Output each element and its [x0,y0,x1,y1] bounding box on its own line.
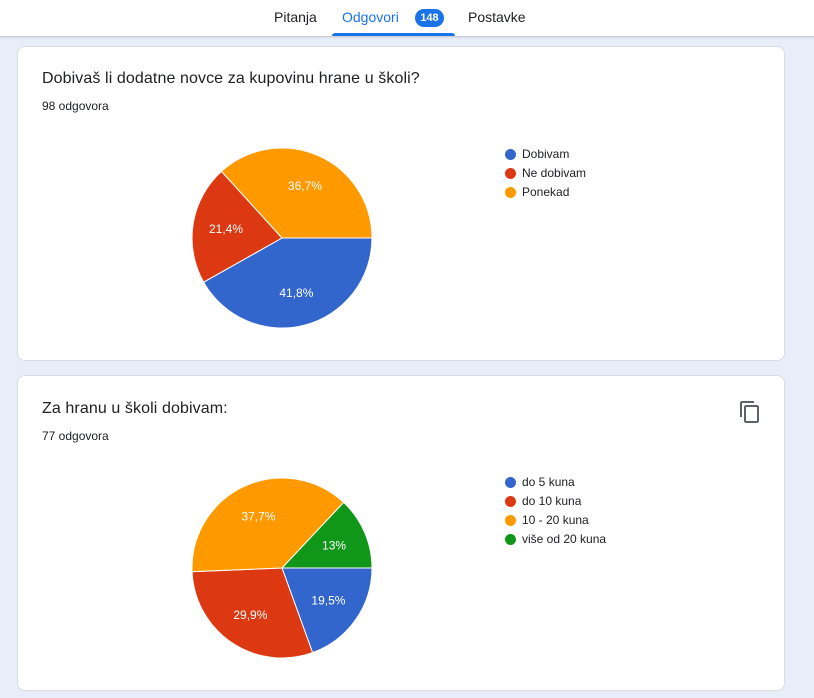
legend-label: Ne dobivam [522,166,587,180]
legend-label: Dobivam [522,147,570,161]
pie-slice [202,237,373,329]
response-count: 98 odgovora [42,99,109,113]
pie-slice [281,567,373,654]
responses-count-badge: 148 [415,9,444,27]
legend-label: do 5 kuna [522,475,575,489]
question-card-1: Dobivaš li dodatne novce za kupovinu hra… [17,46,785,361]
legend-dot [505,496,516,507]
legend-dot [505,168,516,179]
legend-label: 10 - 20 kuna [522,513,589,527]
legend-item: do 5 kuna [505,473,606,492]
pie-slice [220,147,373,239]
tab-odgovori[interactable]: Odgovori [342,9,399,25]
chart-legend-1: Dobivam Ne dobivam Ponekad [505,145,586,202]
legend-item: 10 - 20 kuna [505,511,606,530]
active-tab-indicator [332,33,455,36]
tab-postavke[interactable]: Postavke [468,9,526,25]
legend-dot [505,515,516,526]
legend-item: Ponekad [505,183,586,202]
pie-slice [191,567,314,659]
legend-item: do 10 kuna [505,492,606,511]
pie-chart-1: 41,8% 21,4% 36,7% [191,147,373,329]
legend-item: više od 20 kuna [505,530,606,549]
slice-label: 13% [322,539,346,553]
legend-dot [505,149,516,160]
legend-label: do 10 kuna [522,494,582,508]
legend-label: više od 20 kuna [522,532,607,546]
slice-label: 36,7% [288,179,322,193]
copy-icon[interactable] [738,400,762,424]
legend-label: Ponekad [522,185,570,199]
legend-dot [505,477,516,488]
slice-label: 19,5% [311,594,345,608]
slice-label: 29,9% [233,608,267,622]
pie-slice [191,170,283,283]
question-card-2: Za hranu u školi dobivam: 77 odgovora 19… [17,375,785,691]
pie-chart-2: 19,5% 29,9% 37,7% 13% [191,477,373,659]
top-tab-bar: Pitanja Odgovori 148 Postavke [0,0,814,36]
tab-pitanja[interactable]: Pitanja [274,9,317,25]
slice-label: 21,4% [209,222,243,236]
legend-item: Ne dobivam [505,164,586,183]
pie-slice [191,477,345,573]
slice-label: 37,7% [241,509,275,523]
question-title: Dobivaš li dodatne novce za kupovinu hra… [42,70,420,87]
response-count: 77 odgovora [42,429,109,443]
legend-item: Dobivam [505,145,586,164]
pie-slice [280,501,373,569]
chart-legend-2: do 5 kuna do 10 kuna 10 - 20 kuna više o… [505,473,606,549]
legend-dot [505,187,516,198]
slice-label: 41,8% [279,286,313,300]
question-title: Za hranu u školi dobivam: [42,400,228,417]
legend-dot [505,534,516,545]
